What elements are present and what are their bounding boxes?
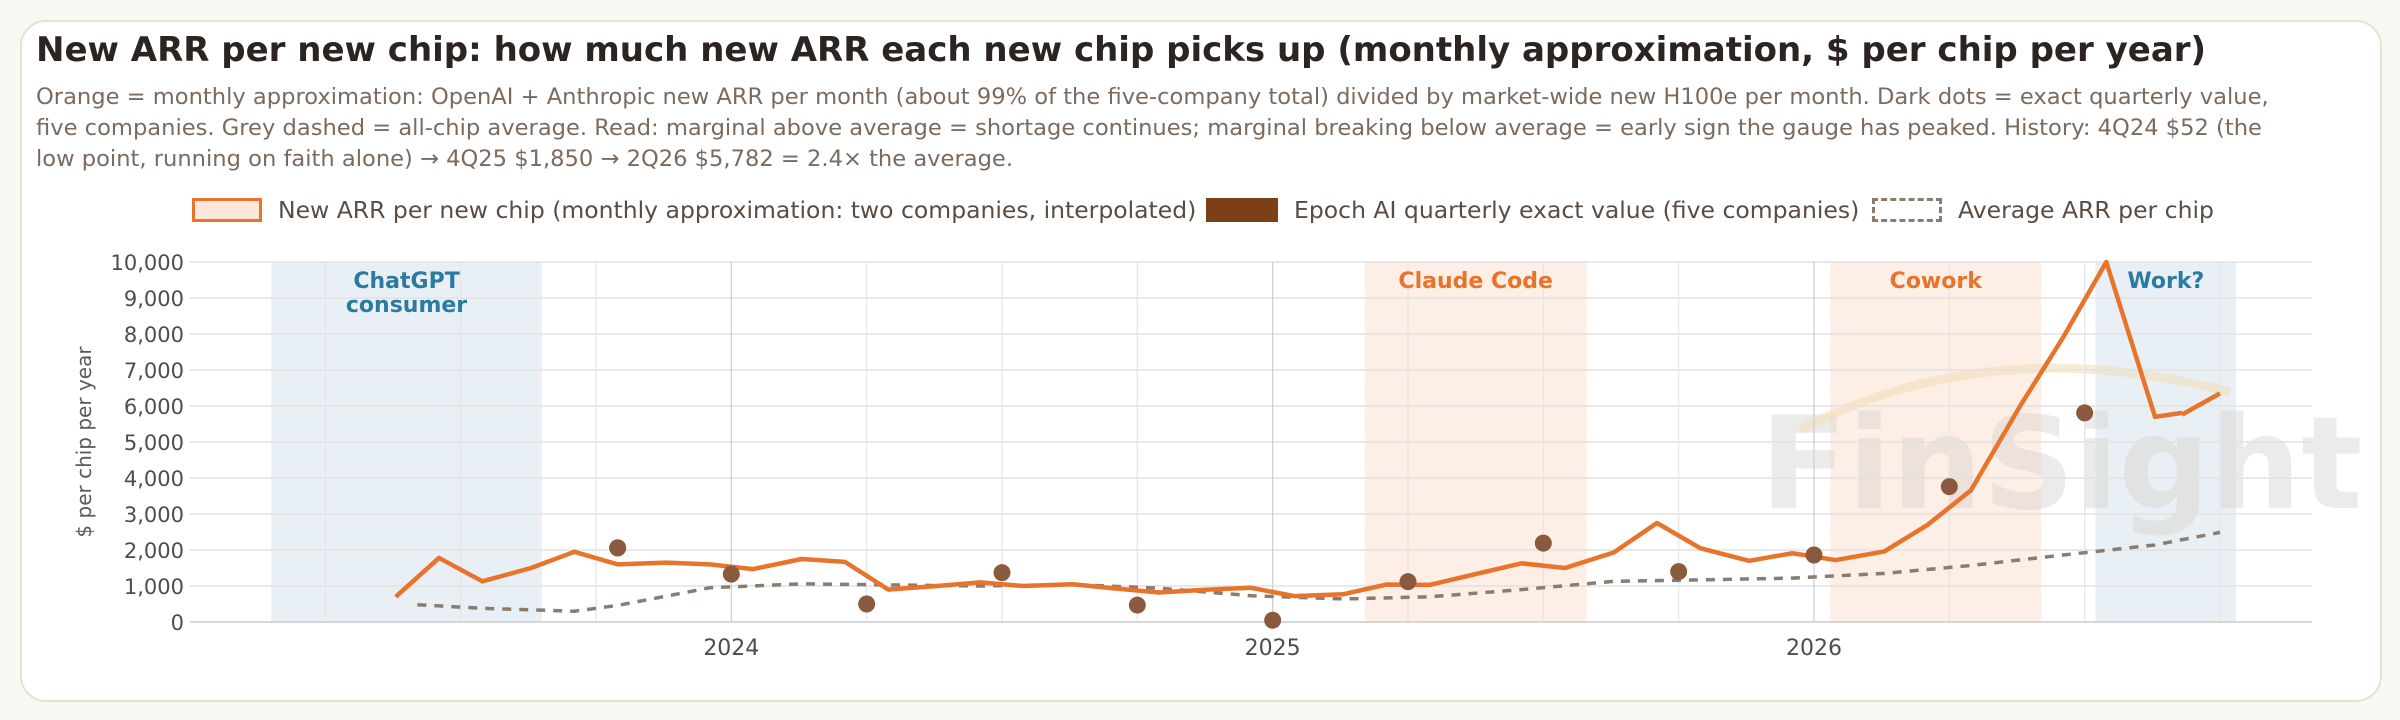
marginal-line-segment-0 — [394, 259, 2183, 599]
quarterly-dot — [993, 564, 1011, 582]
legend-item-marginal: New ARR per new chip (monthly approximat… — [192, 196, 1196, 224]
legend-avg-label: Average ARR per chip — [1958, 196, 2214, 224]
y-tick-label: 4,000 — [124, 467, 184, 491]
legend-line-label: New ARR per new chip (monthly approximat… — [278, 196, 1197, 224]
y-tick-label: 0 — [171, 611, 184, 635]
chart-title: New ARR per new chip: how much new ARR e… — [36, 30, 2207, 70]
annotation-label-0: ChatGPT — [353, 269, 459, 294]
x-tick-label: 2024 — [703, 636, 759, 661]
quarterly-dot — [609, 539, 627, 557]
quarterly-dot — [1128, 596, 1146, 614]
y-tick-label: 3,000 — [124, 503, 184, 527]
quarterly-dot — [1264, 611, 1282, 629]
x-tick-label: 2026 — [1786, 636, 1842, 661]
quarterly-dot — [2076, 404, 2094, 422]
legend-avg-swatch — [1872, 198, 1942, 222]
chart-subtitle: Orange = monthly approximation: OpenAI +… — [36, 84, 2269, 172]
quarterly-dot — [1940, 478, 1958, 496]
average-line — [417, 530, 2221, 613]
legend-dot-swatch — [1206, 198, 1278, 222]
legend-line-swatch — [192, 198, 262, 222]
y-tick-label: 8,000 — [124, 323, 184, 347]
quarterly-dot — [1670, 563, 1688, 581]
y-tick-label: 6,000 — [124, 395, 184, 419]
quarterly-dot — [722, 565, 740, 583]
y-tick-label: 7,000 — [124, 359, 184, 383]
annotation-label-1: Claude Code — [1398, 269, 1552, 294]
y-tick-label: 2,000 — [124, 539, 184, 563]
legend-item-average: Average ARR per chip — [1872, 196, 2214, 224]
watermark-text: FinSight — [1760, 390, 2362, 539]
annotation-label-3: Work? — [2127, 269, 2204, 294]
marginal-line-segment-1 — [2180, 391, 2222, 417]
y-tick-label: 5,000 — [124, 431, 184, 455]
annotation-label-0: consumer — [346, 293, 467, 318]
legend-dots-label: Epoch AI quarterly exact value (five com… — [1294, 196, 1860, 224]
quarterly-dot — [858, 595, 876, 613]
quarterly-dot — [1534, 534, 1552, 552]
quarterly-dot — [1805, 546, 1823, 564]
x-tick-label: 2025 — [1245, 636, 1301, 661]
y-tick-label: 10,000 — [111, 251, 184, 275]
legend-item-quarterly: Epoch AI quarterly exact value (five com… — [1206, 196, 1859, 224]
y-tick-label: 1,000 — [124, 575, 184, 599]
y-tick-label: 9,000 — [124, 287, 184, 311]
quarterly-dot — [1399, 573, 1417, 591]
annotation-label-2: Cowork — [1890, 269, 1984, 294]
y-axis-label: $ per chip per year — [72, 346, 96, 538]
